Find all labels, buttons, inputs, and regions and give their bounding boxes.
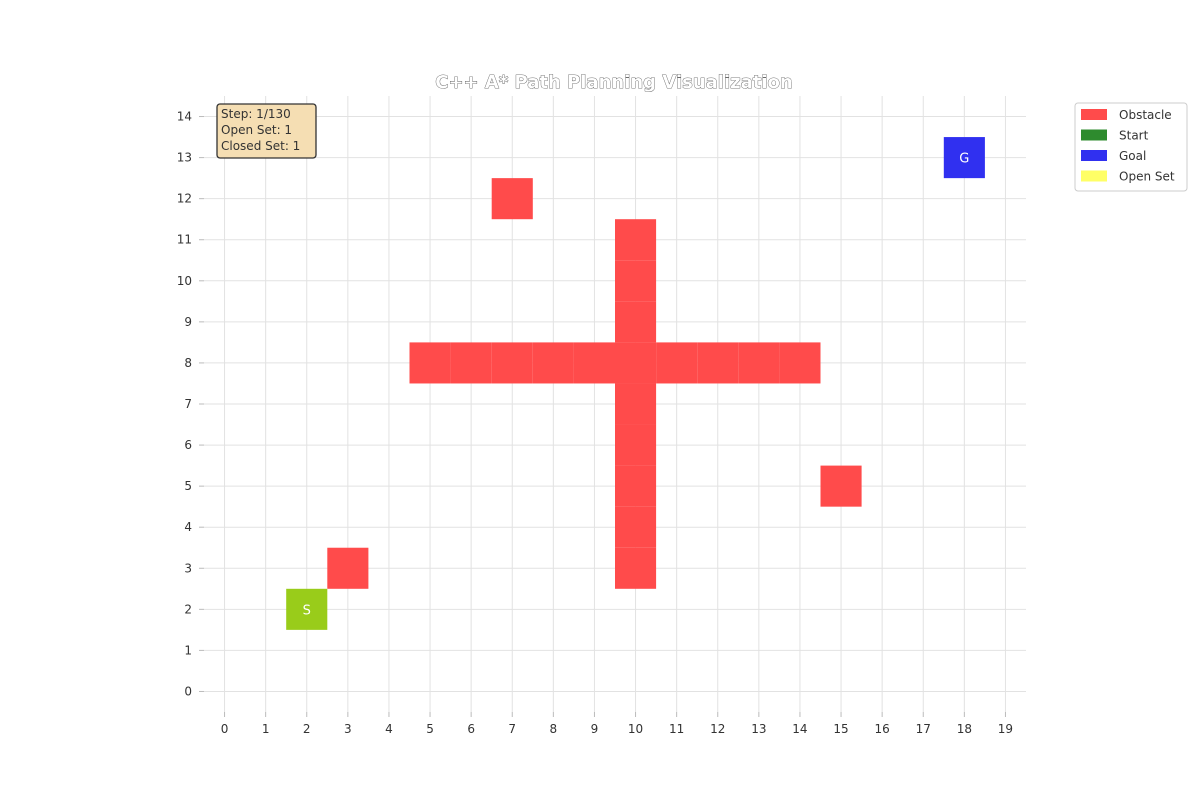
y-tick-label: 3 [184,561,192,575]
x-tick-label: 6 [467,722,475,736]
x-tick-label: 1 [262,722,270,736]
x-tick-label: 17 [916,722,931,736]
obstacle-cell [615,383,657,425]
y-tick-label: 0 [184,684,192,698]
legend-swatch [1081,150,1107,161]
y-tick-label: 4 [184,520,192,534]
legend-swatch [1081,129,1107,141]
obstacle-cell [615,260,657,302]
chart-title: C++ A* Path Planning Visualization [435,72,792,93]
goal-label: G [959,152,969,167]
x-tick-label: 10 [628,722,643,736]
x-tick-label: 15 [833,722,848,736]
x-tick-label: 9 [591,722,599,736]
x-tick-label: 8 [550,722,558,736]
y-tick-label: 2 [184,602,192,616]
legend-frame [1074,102,1188,192]
start-cell [286,588,328,630]
obstacle-cell [615,465,657,507]
y-tick-label: 6 [184,438,192,452]
x-tick-label: 5 [426,722,434,736]
obstacle-cell [615,547,657,589]
y-tick-label: 14 [177,110,192,124]
obstacle-cell [615,506,657,548]
y-tick-label: 8 [184,356,192,370]
legend-label: Start [1119,129,1149,143]
obstacle-cell [491,342,533,384]
obstacle-cell [450,342,492,384]
cell-labels: SG [303,152,970,619]
obstacle-cell [615,301,657,343]
obstacle-cell [779,342,821,384]
y-tick-label: 9 [184,315,192,329]
x-tick-label: 19 [998,722,1013,736]
y-tick-label: 12 [177,192,192,206]
obstacle-cell [491,178,533,220]
info-box: Step: 1/130 Open Set: 1 Closed Set: 1 [216,103,317,159]
grid-cells [286,137,985,630]
info-box-frame [216,103,317,159]
x-tick-label: 16 [875,722,890,736]
x-tick-label: 7 [508,722,516,736]
x-tick-label: 14 [792,722,807,736]
x-tick-label: 0 [221,722,229,736]
y-tick-label: 5 [184,479,192,493]
legend-swatch [1081,109,1107,120]
y-tick-label: 10 [177,274,192,288]
obstacle-cell [327,547,369,589]
x-tick-label: 11 [669,722,684,736]
y-tick-label: 13 [177,151,192,165]
obstacle-cell [532,342,574,384]
obstacle-cell [697,342,739,384]
legend: Obstacle Start Goal Open Set [1074,102,1188,192]
goal-cell [943,137,985,179]
x-tick-label: 2 [303,722,311,736]
legend-swatch [1081,170,1107,182]
y-tick-label: 11 [177,233,192,247]
obstacle-cell [656,342,698,384]
obstacle-cell [573,342,615,384]
legend-label: Open Set [1119,170,1175,184]
legend-label: Goal [1119,149,1146,163]
info-open-set: Open Set: 1 [221,123,292,137]
y-tick-label: 1 [184,643,192,657]
axis-ticks: 0 1 2 3 4 5 6 7 8 9 10 11 12 13 14 15 16 17 18 190123456789… [177,110,1013,736]
obstacle-cell [615,424,657,466]
x-tick-label: 13 [751,722,766,736]
obstacle-cell [820,465,862,507]
obstacle-cell [615,219,657,261]
obstacle-cell [409,342,451,384]
x-tick-label: 18 [957,722,972,736]
obstacle-cell [738,342,780,384]
info-closed-set: Closed Set: 1 [221,139,300,153]
legend-label: Obstacle [1119,108,1172,122]
x-tick-label: 3 [344,722,352,736]
x-tick-label: 4 [385,722,393,736]
obstacle-cell [615,342,657,384]
y-tick-label: 7 [184,397,192,411]
start-label: S [303,603,311,618]
info-step: Step: 1/130 [221,107,291,121]
x-tick-label: 12 [710,722,725,736]
